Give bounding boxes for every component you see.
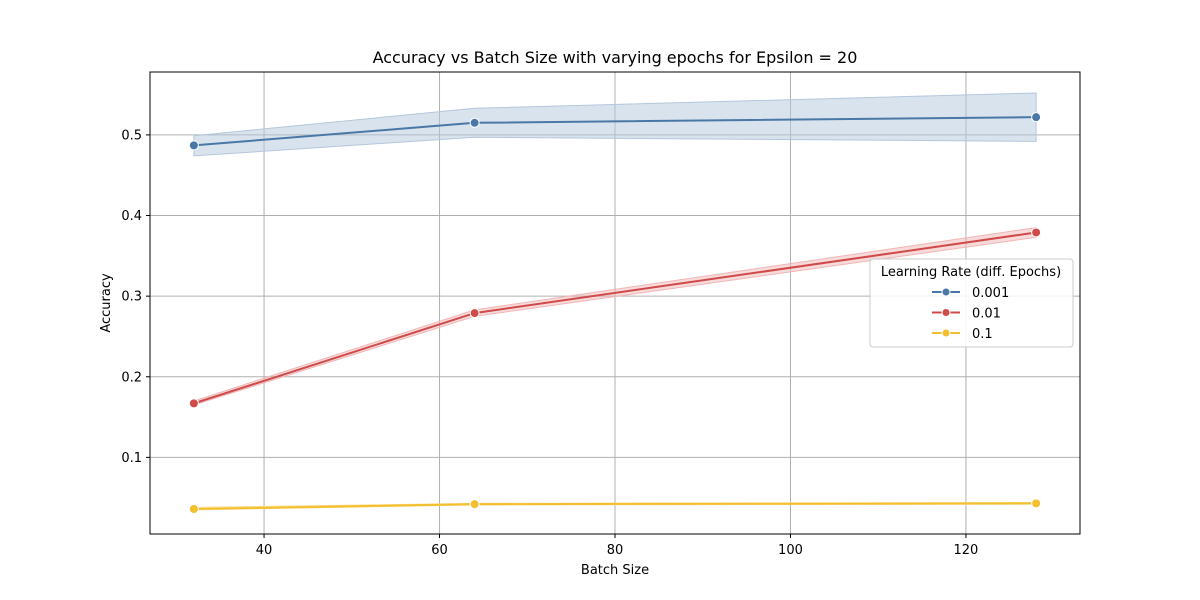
data-point [469,308,480,319]
data-point [469,117,480,128]
data-point [188,398,199,409]
legend: Learning Rate (diff. Epochs) 0.0010.010.… [869,258,1074,348]
x-tick-label: 60 [431,543,448,558]
y-tick-label: 0.1 [121,451,142,466]
legend-items: 0.001 0.01 0.1 [932,286,1009,342]
legend-label: 0.01 [972,307,1001,322]
x-axis-ticks: 40 60 80 100 120 [256,534,979,558]
legend-marker [941,287,951,297]
legend-label: 0.001 [972,286,1009,301]
data-point [1031,498,1042,509]
data-point [469,499,480,510]
y-tick-label: 0.4 [121,209,142,224]
x-tick-label: 80 [607,543,624,558]
x-axis-label: Batch Size [581,563,649,578]
legend-marker [941,328,951,338]
y-tick-label: 0.2 [121,370,142,385]
confidence-band-0 [193,92,1037,157]
y-tick-label: 0.3 [121,290,142,305]
data-point [1031,227,1042,238]
y-tick-label: 0.5 [121,128,142,143]
legend-marker [941,308,951,317]
x-tick-label: 120 [954,543,979,558]
series-points [188,112,1042,515]
data-point [188,140,199,151]
legend-box [869,258,1074,348]
data-point [1031,112,1042,123]
legend-title: Learning Rate (diff. Epochs) [881,265,1061,280]
x-tick-label: 40 [256,543,273,558]
data-point [188,504,199,515]
y-axis-ticks: 0.1 0.2 0.3 0.4 0.5 [121,128,150,466]
x-tick-label: 100 [778,543,803,558]
legend-label: 0.1 [972,327,993,342]
chart-title: Accuracy vs Batch Size with varying epoc… [373,48,858,67]
y-axis-label: Accuracy [99,273,114,333]
